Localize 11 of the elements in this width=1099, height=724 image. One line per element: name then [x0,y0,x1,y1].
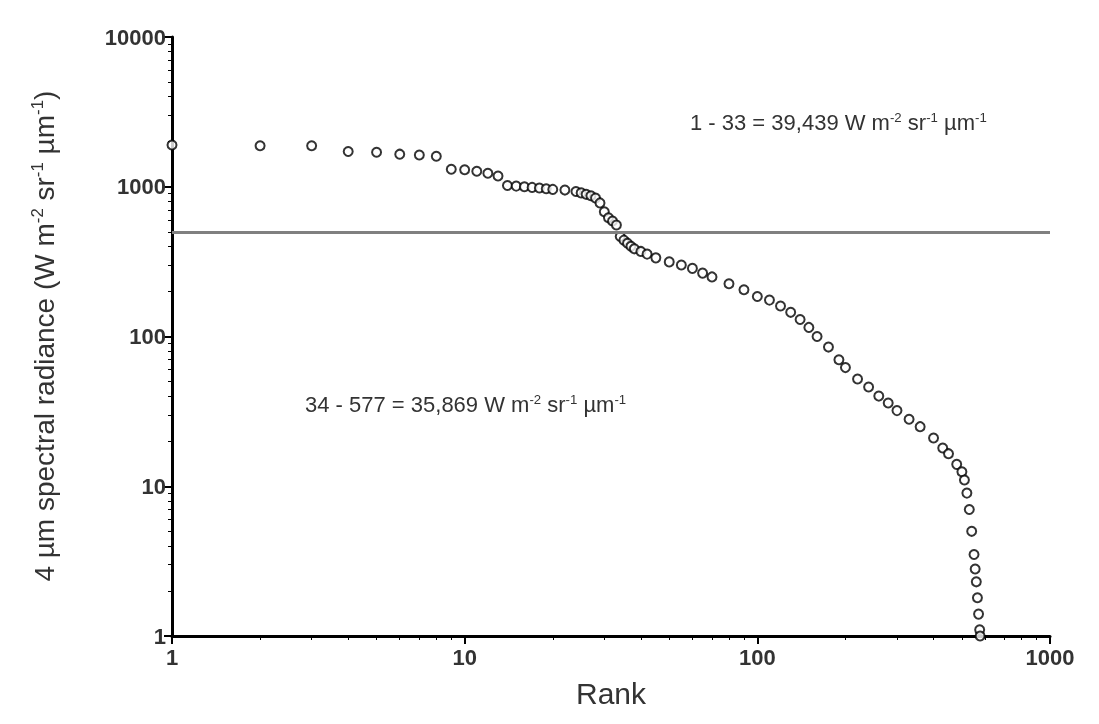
annotation: 1 - 33 = 39,439 W m$^{-2}$ sr$^{-1}$ µm$^{-1}$ [690,110,987,137]
y-tick-label: 10 [141,473,166,499]
x-axis-title: Rank [575,676,648,710]
y-tick-label: 10000 [104,24,166,50]
y-tick-label: 1000 [117,174,166,200]
x-tick-label: 1000 [1025,644,1075,670]
annotation: 34 - 577 = 35,869 W m$^{-2}$ sr$^{-1}$ µm$^{-1}$ [305,392,627,419]
x-tick-label: 100 [738,644,776,670]
y-tick-label: 100 [129,324,166,349]
x-tick-label: 10 [452,644,477,670]
y-tick-label: 1 [153,623,166,649]
